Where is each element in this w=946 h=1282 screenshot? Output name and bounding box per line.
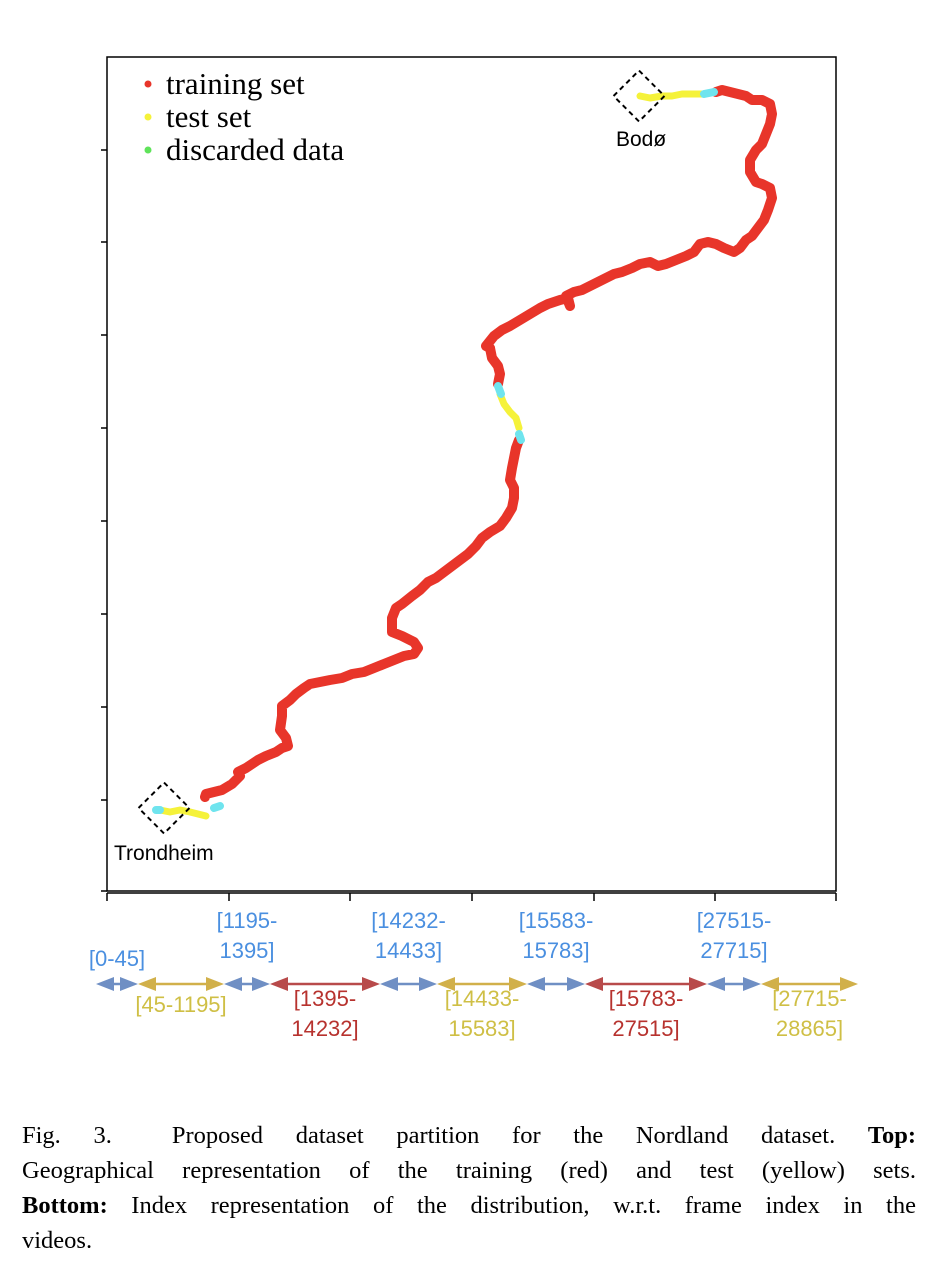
index-segment-label: 27715] [700,938,767,963]
legend-label-test: test set [166,99,252,134]
index-segment-label: [27515- [697,908,772,933]
caption-line-1: Fig. 3. Proposed dataset partition for th… [22,1118,916,1153]
caption-text-3: Index representation of the distribution… [131,1192,916,1219]
index-segment [437,977,527,991]
map-frame [106,56,837,892]
training-route-mid [485,343,505,389]
caption-line-2: Geographical representation of the train… [22,1157,916,1184]
trondheim-label: Trondheim [114,842,214,865]
legend-dot-training [144,80,152,88]
axis-ticks [101,149,107,892]
index-segment-label: [15783- [609,986,684,1011]
caption-line-3: Bottom: Index representation of the dist… [22,1188,916,1223]
index-segment-labels: [0-45] [45-1195] [1195- 1395] [1395- 14232] [1… [89,908,847,1041]
index-segment [138,977,224,991]
index-segment-label: [1195- [217,908,278,933]
legend-label-training: training set [166,66,305,101]
map-panel: Trondheim Bodø training set test set dis… [101,56,837,892]
legend: training set test set discarded data [144,66,344,167]
index-segment-label: 14232] [291,1016,358,1041]
caption-top-bold: Top: [867,1122,917,1149]
index-segment-label: 15583] [448,1016,515,1041]
index-segment-label: 15783] [522,938,589,963]
bodo-label: Bodø [616,128,666,151]
index-segment-label: 14433] [375,938,442,963]
caption-line-4: videos. [22,1227,93,1254]
index-segment-label: [27715- [772,986,847,1011]
index-segment [527,977,585,991]
index-segment-label: [1395- [294,986,356,1011]
index-axis-ticks [106,893,837,901]
index-bar-panel: [0-45] [45-1195] [1195- 1395] [1395- 14232] [1… [89,892,858,1041]
figure-caption: Fig. 3. Proposed dataset partition for th… [22,1118,916,1258]
caption-text-1: Proposed dataset partition for the Nordl… [171,1122,836,1149]
caption-fig-label: Fig. 3. [22,1122,112,1149]
index-segment [270,977,380,991]
legend-label-discarded: discarded data [166,132,344,167]
legend-dot-test [144,113,152,121]
index-segment [585,977,707,991]
index-segment-label: [14232- [371,908,446,933]
caption-bottom-bold: Bottom: [22,1192,108,1219]
dataset-partition-figure: Trondheim Bodø training set test set dis… [89,56,858,1041]
index-segment-label: [14433- [445,986,520,1011]
index-segment-label: [45-1195] [135,992,226,1017]
index-segment-label: [15583- [519,908,594,933]
index-segment-label: 27515] [612,1016,679,1041]
index-segments [96,977,858,991]
training-route [200,85,777,802]
index-segment-label: 1395] [219,938,274,963]
index-segment [707,977,761,991]
index-segment [224,977,270,991]
bodo-marker [612,69,666,123]
index-segment-label: [0-45] [89,946,145,971]
trondheim-marker [137,781,191,835]
test-route [156,90,708,820]
index-segment [380,977,437,991]
legend-dot-discarded [144,146,152,154]
index-segment [96,977,138,991]
boundary-points [152,88,718,814]
index-segment [761,977,858,991]
index-segment-label: 28865] [776,1016,843,1041]
